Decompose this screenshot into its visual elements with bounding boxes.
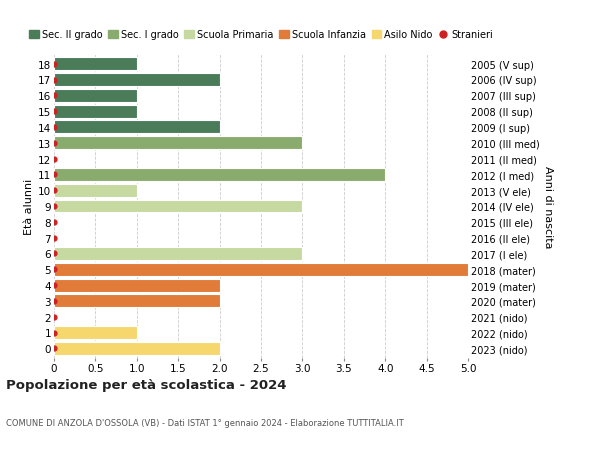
Bar (54, 106, 137, 118)
Bar (54, 263, 468, 276)
Bar (54, 200, 302, 213)
Bar (54, 168, 385, 181)
Bar (54, 295, 220, 308)
Bar (54, 326, 137, 339)
Bar (54, 74, 220, 87)
Bar (54, 90, 137, 102)
Bar (54, 121, 220, 134)
Bar (54, 185, 137, 197)
Bar (54, 247, 302, 260)
Bar (54, 137, 302, 150)
Bar (54, 279, 220, 292)
Bar (54, 342, 220, 355)
Text: COMUNE DI ANZOLA D'OSSOLA (VB) - Dati ISTAT 1° gennaio 2024 - Elaborazione TUTTI: COMUNE DI ANZOLA D'OSSOLA (VB) - Dati IS… (6, 418, 404, 427)
Legend: Sec. II grado, Sec. I grado, Scuola Primaria, Scuola Infanzia, Asilo Nido, Stran: Sec. II grado, Sec. I grado, Scuola Prim… (25, 27, 497, 44)
Bar (54, 58, 137, 71)
Y-axis label: Età alunni: Età alunni (24, 179, 34, 235)
Text: Popolazione per età scolastica - 2024: Popolazione per età scolastica - 2024 (6, 379, 287, 392)
Y-axis label: Anni di nascita: Anni di nascita (544, 165, 553, 248)
